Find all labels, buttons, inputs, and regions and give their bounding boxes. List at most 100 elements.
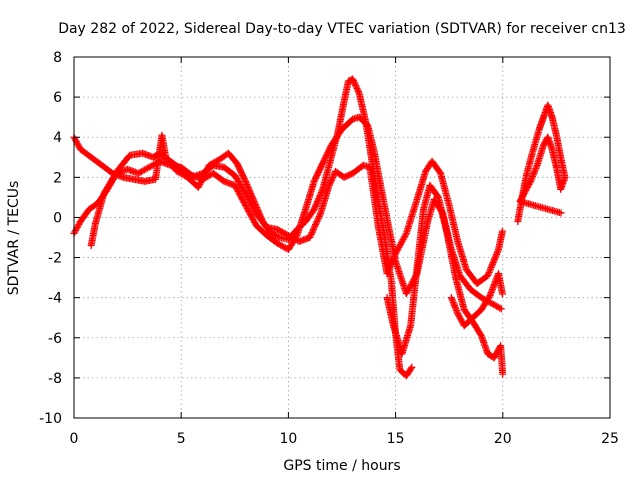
data-point: [498, 290, 506, 298]
data-point: [490, 354, 498, 362]
data-point: [249, 203, 257, 211]
data-point: [240, 198, 248, 206]
data-point: [195, 182, 203, 190]
y-tick-label: 6: [53, 90, 62, 106]
data-point: [350, 78, 358, 86]
data-point: [237, 167, 245, 175]
data-point: [75, 142, 83, 150]
data-point: [246, 197, 254, 205]
data-point: [306, 234, 314, 241]
data-point: [486, 265, 494, 273]
data-point: [242, 189, 250, 197]
data-point: [383, 270, 391, 278]
data-point: [408, 363, 416, 371]
data-point: [323, 150, 331, 158]
data-point: [434, 192, 442, 200]
data-point: [477, 330, 485, 338]
data-point: [74, 222, 82, 230]
data-point: [319, 159, 327, 167]
data-point: [525, 180, 533, 188]
data-point: [385, 265, 393, 273]
data-point: [388, 257, 396, 265]
data-point: [389, 256, 397, 264]
data-point: [313, 171, 321, 179]
data-point: [239, 173, 247, 181]
data-point: [394, 245, 402, 253]
data-point: [317, 162, 325, 170]
data-point: [314, 216, 322, 224]
data-point: [557, 209, 565, 217]
data-point: [233, 186, 241, 194]
data-point: [317, 164, 325, 172]
data-point: [405, 285, 413, 293]
data-point: [73, 139, 81, 147]
data-point: [322, 152, 330, 160]
data-point: [196, 180, 204, 188]
data-point: [319, 158, 327, 166]
data-point: [390, 254, 398, 262]
data-point: [247, 200, 255, 208]
data-point: [490, 257, 498, 265]
data-point: [454, 310, 462, 318]
data-point: [522, 186, 530, 194]
data-point: [407, 365, 415, 373]
data-point: [484, 270, 492, 278]
data-point: [488, 262, 496, 270]
data-point: [436, 168, 444, 176]
data-point: [248, 214, 256, 222]
data-point: [312, 219, 320, 227]
data-point: [456, 314, 464, 322]
data-point: [320, 156, 328, 164]
data-points: [70, 75, 569, 380]
data-point: [231, 181, 239, 189]
y-tick-label: 4: [53, 130, 62, 146]
data-point: [312, 221, 320, 229]
data-point: [400, 234, 408, 242]
data-point: [487, 263, 495, 271]
data-point: [239, 171, 247, 179]
data-point: [349, 75, 357, 83]
data-point: [235, 189, 243, 197]
data-point: [491, 352, 499, 360]
data-point: [403, 288, 411, 296]
data-point: [497, 305, 505, 313]
data-point: [232, 184, 240, 192]
data-point: [312, 173, 320, 181]
x-tick-label: 20: [494, 431, 512, 447]
data-point: [71, 135, 79, 143]
data-point: [308, 229, 316, 237]
data-point: [322, 153, 330, 161]
data-point: [311, 202, 319, 210]
data-point: [486, 267, 494, 275]
data-point: [245, 208, 253, 216]
data-point: [496, 304, 504, 312]
y-tick-label: -4: [48, 291, 62, 307]
data-point: [246, 211, 254, 219]
data-point: [245, 185, 253, 193]
data-point: [75, 220, 83, 228]
data-point: [251, 218, 259, 226]
data-point: [354, 88, 362, 96]
data-point: [311, 222, 319, 230]
data-point: [352, 81, 360, 89]
data-point: [321, 155, 329, 163]
data-point: [246, 199, 254, 207]
data-point: [493, 249, 501, 257]
data-point: [526, 179, 534, 187]
data-point: [391, 251, 399, 259]
data-point: [499, 370, 507, 378]
data-point: [401, 231, 409, 239]
data-point: [540, 140, 548, 148]
data-point: [390, 253, 398, 261]
data-point: [307, 232, 315, 240]
data-point: [242, 179, 250, 187]
data-point: [315, 213, 323, 221]
data-point: [492, 252, 500, 260]
data-point: [244, 194, 252, 202]
data-point: [386, 262, 394, 270]
data-point: [458, 317, 466, 325]
data-point: [316, 192, 324, 200]
axis-ticks: 0 5 10 15 20 25 -10 -8 -6 -4 -2 0 2 4 6 8: [39, 50, 619, 447]
data-point: [329, 172, 337, 180]
data-point: [242, 201, 250, 209]
